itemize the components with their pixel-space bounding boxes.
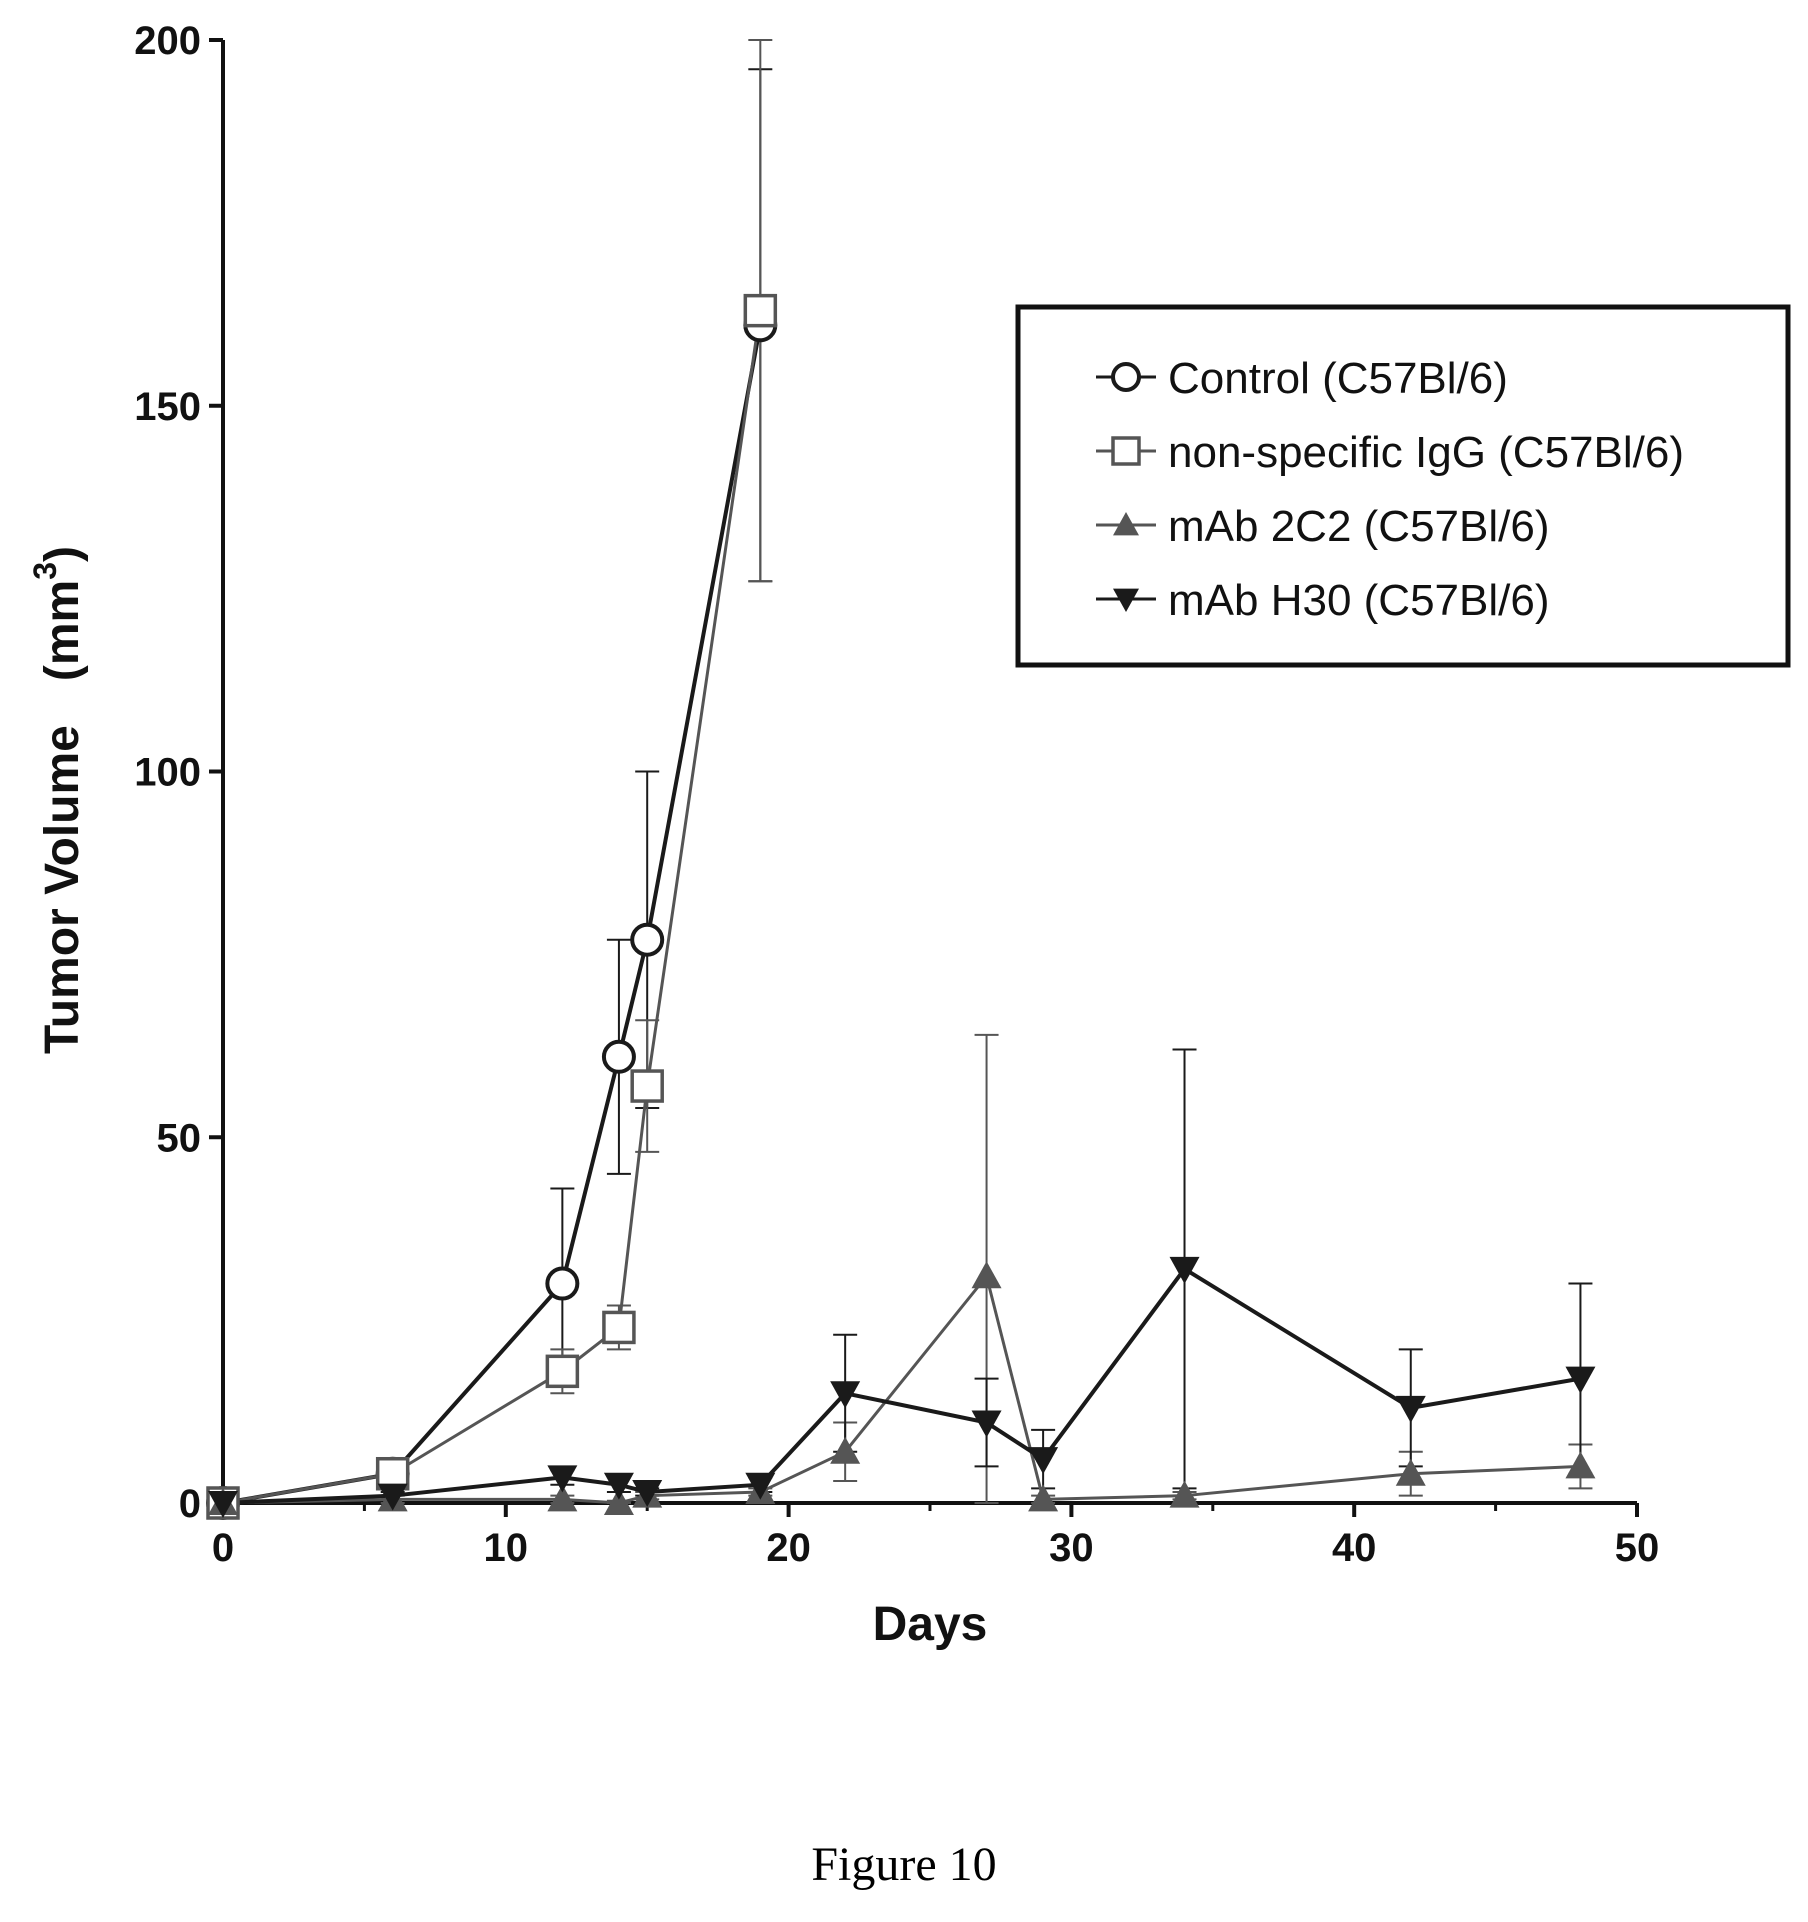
x-tick-label: 40 <box>1332 1526 1377 1570</box>
y-axis-label-text: Tumor Volume <box>36 725 89 1054</box>
series-line-1 <box>222 324 763 1505</box>
data-point-series-4 <box>830 1381 861 1409</box>
x-tick-label: 10 <box>484 1526 529 1570</box>
data-point-series-4 <box>1028 1447 1059 1475</box>
legend: Control (C57Bl/6) non-specific IgG (C57Bl… <box>1015 304 1791 668</box>
axes: 0 50 100 150 200 0 10 20 30 40 50 <box>134 19 1659 1570</box>
legend-swatch-marker <box>1113 588 1139 612</box>
legend-box <box>1015 304 1791 668</box>
figure-caption: Figure 10 <box>811 1838 996 1891</box>
x-axis-label: Days <box>873 1598 988 1651</box>
data-point-series-4 <box>377 1483 408 1511</box>
data-point-series-3 <box>1169 1480 1200 1508</box>
legend-entry-label: Control (C57Bl/6) <box>1168 354 1508 403</box>
y-tick-label: 0 <box>179 1482 201 1526</box>
legend-entry-label: mAb H30 (C57Bl/6) <box>1168 576 1549 625</box>
legend-swatch-marker <box>1111 436 1141 466</box>
data-point-series-4 <box>632 1480 663 1508</box>
y-axis-unit-superscript: 3 <box>27 562 63 580</box>
series-line-2 <box>222 310 762 1505</box>
data-point-series-2 <box>630 1069 664 1103</box>
data-point-series-2 <box>602 1310 636 1345</box>
x-tick-label: 0 <box>212 1526 234 1570</box>
series-line-4 <box>222 1266 1581 1505</box>
legend-swatch-marker <box>1111 362 1141 392</box>
data-point-series-2 <box>545 1354 580 1389</box>
series-line-3 <box>222 1272 1581 1505</box>
data-point-series-4 <box>1395 1395 1426 1423</box>
data-point-series-2 <box>743 293 778 328</box>
data-point-series-4 <box>971 1410 1002 1438</box>
data-point-series-4 <box>1169 1256 1200 1284</box>
data-point-series-3 <box>971 1261 1002 1289</box>
legend-entry-label: mAb 2C2 (C57Bl/6) <box>1168 502 1549 551</box>
x-tick-label: 30 <box>1049 1526 1094 1570</box>
x-tick-label: 20 <box>766 1526 811 1570</box>
data-point-series-4 <box>745 1472 776 1500</box>
data-point-series-3 <box>603 1488 634 1515</box>
data-point-series-4 <box>547 1465 578 1493</box>
y-tick-label: 150 <box>134 385 201 429</box>
data-point-series-3 <box>1565 1451 1596 1479</box>
data-point-series-3 <box>830 1436 861 1464</box>
x-tick-label: 50 <box>1615 1526 1660 1570</box>
data-point-series-3 <box>1395 1458 1426 1486</box>
y-tick-label: 100 <box>134 751 201 795</box>
series-markers <box>206 293 1596 1520</box>
data-point-series-4 <box>603 1472 634 1500</box>
data-point-series-1 <box>630 922 665 957</box>
series-lines <box>222 310 1581 1505</box>
data-point-series-3 <box>547 1484 578 1512</box>
y-axis-label: Tumor Volume (mm3) <box>27 546 89 1054</box>
data-point-series-1 <box>601 1039 636 1074</box>
y-axis-unit: (mm <box>36 580 89 681</box>
legend-entry-label: non-specific IgG (C57Bl/6) <box>1168 428 1684 477</box>
y-tick-label: 200 <box>134 19 201 63</box>
legend-swatch-marker <box>1113 512 1139 536</box>
data-point-series-3 <box>1028 1484 1059 1512</box>
y-axis-unit-close: ) <box>36 546 89 562</box>
data-point-series-1 <box>545 1266 580 1301</box>
data-point-series-4 <box>1565 1366 1596 1394</box>
y-tick-label: 50 <box>157 1116 202 1160</box>
data-point-series-4 <box>208 1491 238 1518</box>
